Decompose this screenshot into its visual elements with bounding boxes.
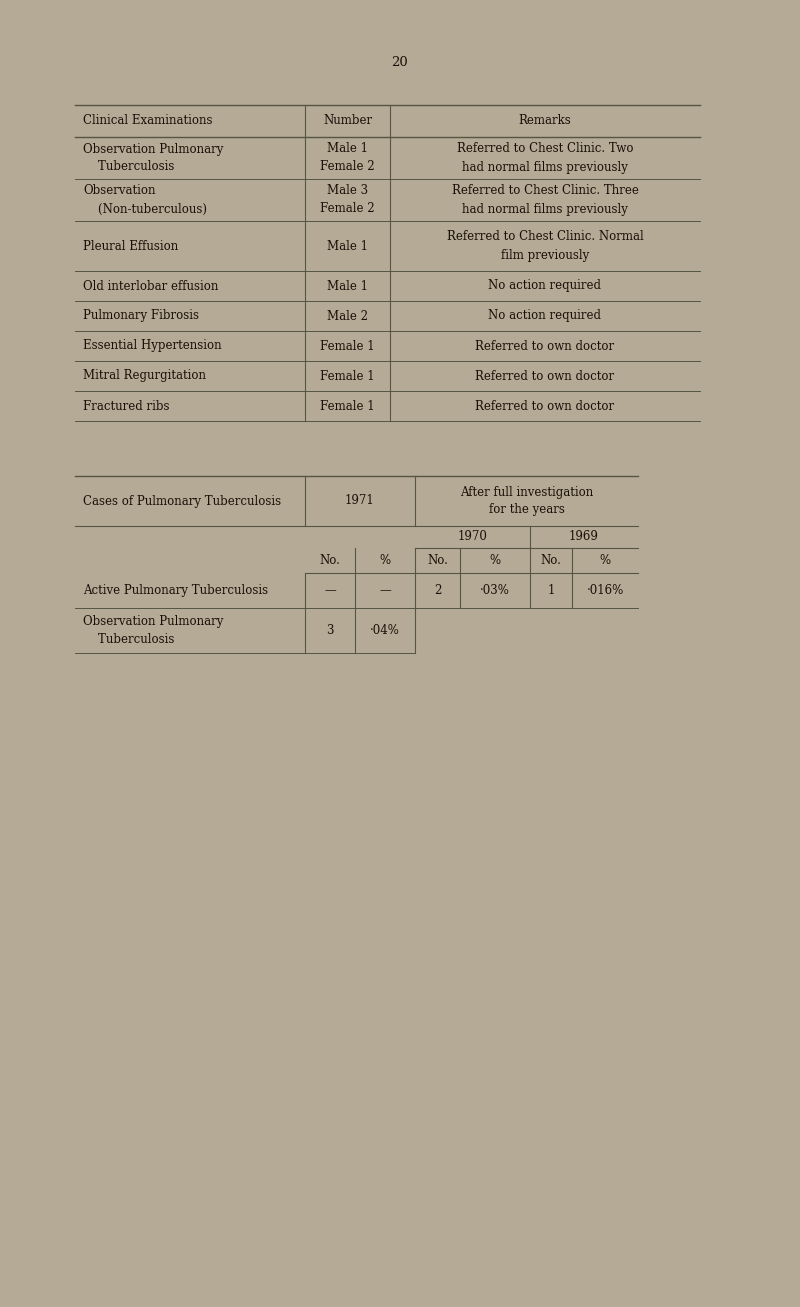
Text: Male 1
Female 2: Male 1 Female 2: [320, 142, 375, 174]
Text: Cases of Pulmonary Tuberculosis: Cases of Pulmonary Tuberculosis: [83, 494, 281, 507]
Text: Essential Hypertension: Essential Hypertension: [83, 340, 222, 353]
Text: Mitral Regurgitation: Mitral Regurgitation: [83, 370, 206, 383]
Text: ·03%: ·03%: [480, 584, 510, 597]
Text: 1: 1: [547, 584, 554, 597]
Text: No.: No.: [541, 554, 562, 567]
Text: Female 1: Female 1: [320, 400, 375, 413]
Text: Remarks: Remarks: [518, 115, 571, 128]
Text: Male 3
Female 2: Male 3 Female 2: [320, 184, 375, 216]
Text: After full investigation
for the years: After full investigation for the years: [460, 486, 593, 516]
Text: Observation Pulmonary
    Tuberculosis: Observation Pulmonary Tuberculosis: [83, 142, 223, 174]
Text: Fractured ribs: Fractured ribs: [83, 400, 170, 413]
Text: Active Pulmonary Tuberculosis: Active Pulmonary Tuberculosis: [83, 584, 268, 597]
Text: Female 1: Female 1: [320, 340, 375, 353]
Text: —: —: [379, 584, 391, 597]
Text: No.: No.: [319, 554, 341, 567]
Text: No action required: No action required: [489, 310, 602, 323]
Text: Male 2: Male 2: [327, 310, 368, 323]
Text: %: %: [490, 554, 501, 567]
Text: —: —: [324, 584, 336, 597]
Text: ·016%: ·016%: [586, 584, 624, 597]
Text: 1970: 1970: [458, 531, 487, 544]
Text: %: %: [599, 554, 610, 567]
Text: Female 1: Female 1: [320, 370, 375, 383]
Text: 2: 2: [434, 584, 441, 597]
Text: Male 1: Male 1: [327, 280, 368, 293]
Text: No action required: No action required: [489, 280, 602, 293]
Text: 1971: 1971: [345, 494, 375, 507]
Text: %: %: [379, 554, 390, 567]
Text: Referred to Chest Clinic. Two
had normal films previously: Referred to Chest Clinic. Two had normal…: [457, 142, 634, 174]
Text: ·04%: ·04%: [370, 623, 400, 637]
Text: Number: Number: [323, 115, 372, 128]
Text: Pleural Effusion: Pleural Effusion: [83, 239, 178, 252]
Text: Referred to own doctor: Referred to own doctor: [475, 370, 614, 383]
Text: 20: 20: [392, 55, 408, 68]
Text: 1969: 1969: [569, 531, 599, 544]
Text: Referred to Chest Clinic. Normal
film previously: Referred to Chest Clinic. Normal film pr…: [446, 230, 643, 261]
Text: Clinical Examinations: Clinical Examinations: [83, 115, 213, 128]
Text: No.: No.: [427, 554, 448, 567]
Text: Old interlobar effusion: Old interlobar effusion: [83, 280, 218, 293]
Text: 3: 3: [326, 623, 334, 637]
Text: Referred to Chest Clinic. Three
had normal films previously: Referred to Chest Clinic. Three had norm…: [451, 184, 638, 216]
Text: Observation
    (Non-tuberculous): Observation (Non-tuberculous): [83, 184, 207, 216]
Text: Referred to own doctor: Referred to own doctor: [475, 340, 614, 353]
Text: Male 1: Male 1: [327, 239, 368, 252]
Text: Pulmonary Fibrosis: Pulmonary Fibrosis: [83, 310, 199, 323]
Text: Referred to own doctor: Referred to own doctor: [475, 400, 614, 413]
Text: Observation Pulmonary
    Tuberculosis: Observation Pulmonary Tuberculosis: [83, 616, 223, 646]
